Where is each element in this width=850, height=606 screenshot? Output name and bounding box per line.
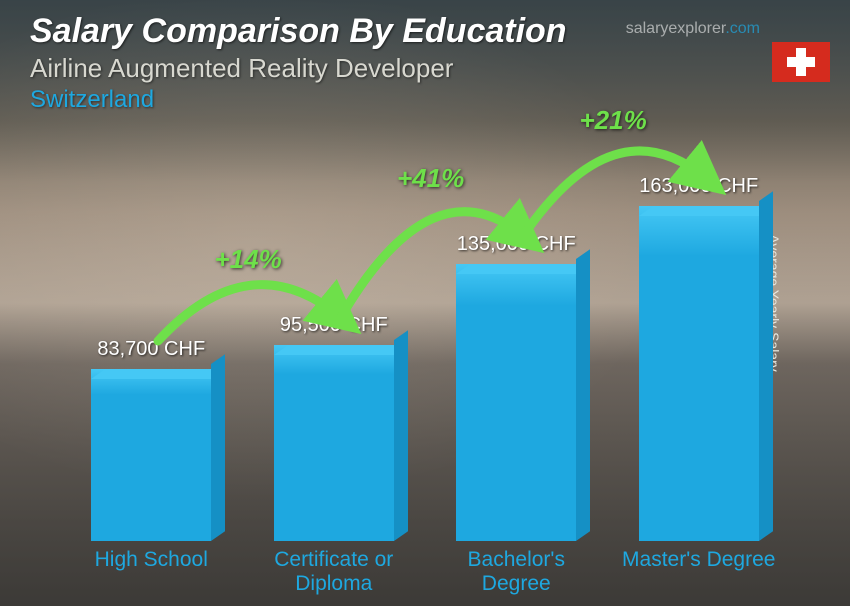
chart-country: Switzerland — [30, 86, 820, 114]
chart-subtitle: Airline Augmented Reality Developer — [30, 53, 820, 84]
category-label: Bachelor's Degree — [436, 548, 596, 596]
category-label: Certificate or Diploma — [254, 548, 414, 596]
bar — [639, 206, 759, 541]
category-label: Master's Degree — [619, 548, 779, 596]
x-axis-labels: High School Certificate or Diploma Bachelo… — [60, 548, 790, 596]
bar — [91, 369, 211, 541]
bar-group: 83,700 CHF — [71, 338, 231, 541]
bar — [274, 345, 394, 541]
increase-percent-label: +41% — [397, 163, 464, 194]
header: Salary Comparison By Education Airline A… — [30, 12, 820, 114]
increase-percent-label: +14% — [215, 244, 282, 275]
category-label: High School — [71, 548, 231, 596]
chart-title: Salary Comparison By Education — [30, 12, 820, 51]
